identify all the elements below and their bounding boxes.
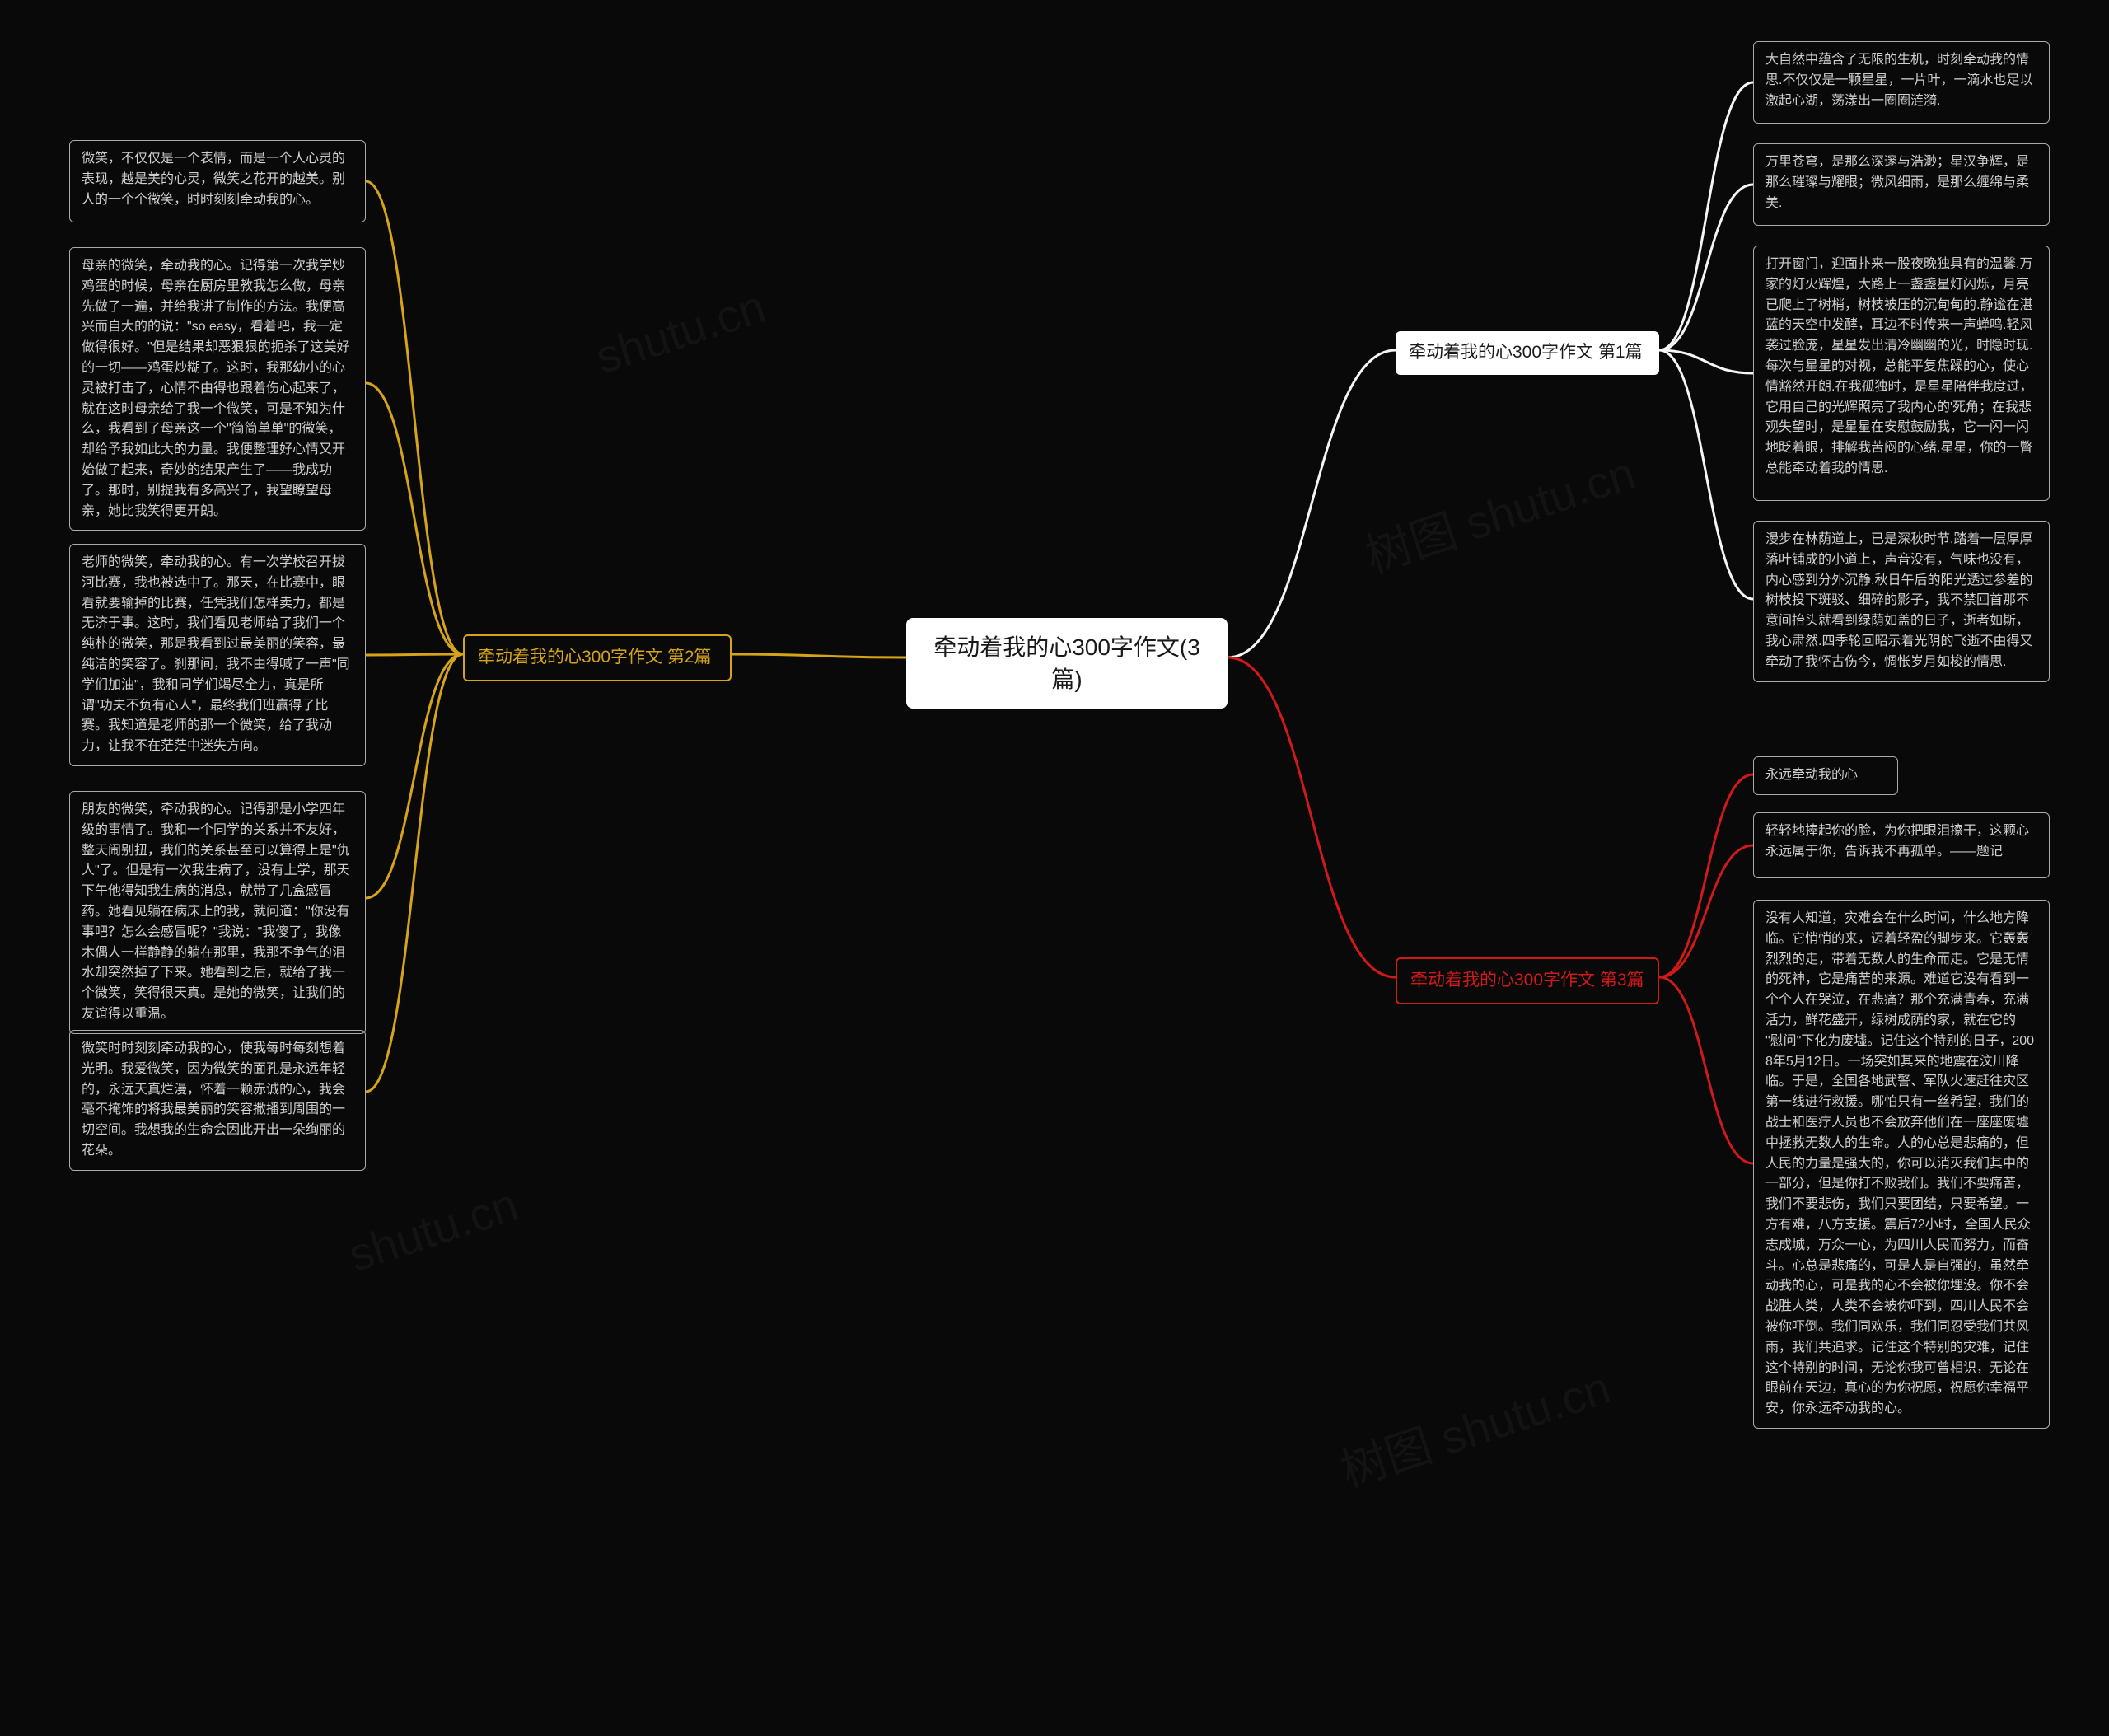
leaf-p1l3[interactable]: 打开窗门，迎面扑来一股夜晚独具有的温馨.万家的灯火辉煌，大路上一盏盏星灯闪烁，月… <box>1753 246 2050 501</box>
leaf-p2l5[interactable]: 微笑时时刻刻牵动我的心，使我每时每刻想着光明。我爱微笑，因为微笑的面孔是永远年轻… <box>69 1030 366 1171</box>
branch-title-p3[interactable]: 牵动着我的心300字作文 第3篇 <box>1396 957 1659 1004</box>
watermark: 树图 shutu.cn <box>1356 437 1643 587</box>
mindmap-canvas: 牵动着我的心300字作文(3篇) 牵动着我的心300字作文 第1篇 大自然中蕴含了无… <box>0 0 2109 1736</box>
center-node[interactable]: 牵动着我的心300字作文(3篇) <box>906 618 1228 709</box>
leaf-p1l4[interactable]: 漫步在林荫道上，已是深秋时节.踏着一层厚厚落叶铺成的小道上，声音没有，气味也没有… <box>1753 521 2050 682</box>
branch-title-p1[interactable]: 牵动着我的心300字作文 第1篇 <box>1396 331 1659 375</box>
leaf-p1l2[interactable]: 万里苍穹，是那么深邃与浩渺；星汉争辉，是那么璀璨与耀眼；微风细雨，是那么缠绵与柔… <box>1753 143 2050 226</box>
leaf-p1l1[interactable]: 大自然中蕴含了无限的生机，时刻牵动我的情思.不仅仅是一颗星星，一片叶，一滴水也足… <box>1753 41 2050 124</box>
leaf-p2l1[interactable]: 微笑，不仅仅是一个表情，而是一个人心灵的表现，越是美的心灵，微笑之花开的越美。别… <box>69 140 366 222</box>
leaf-p2l2[interactable]: 母亲的微笑，牵动我的心。记得第一次我学炒鸡蛋的时候，母亲在厨房里教我怎么做，母亲… <box>69 247 366 531</box>
leaf-p3l2[interactable]: 轻轻地捧起你的脸，为你把眼泪擦干，这颗心永远属于你，告诉我不再孤单。——题记 <box>1753 812 2050 878</box>
branch-title-p2[interactable]: 牵动着我的心300字作文 第2篇 <box>463 634 732 681</box>
watermark: shutu.cn <box>342 1177 524 1282</box>
leaf-p2l4[interactable]: 朋友的微笑，牵动我的心。记得那是小学四年级的事情了。我和一个同学的关系并不友好，… <box>69 791 366 1034</box>
watermark: 树图 shutu.cn <box>1331 1351 1618 1501</box>
leaf-p3l3[interactable]: 没有人知道，灾难会在什么时间，什么地方降临。它悄悄的来，迈着轻盈的脚步来。它轰轰… <box>1753 900 2050 1429</box>
leaf-p2l3[interactable]: 老师的微笑，牵动我的心。有一次学校召开拔河比赛，我也被选中了。那天，在比赛中，眼… <box>69 544 366 766</box>
watermark: shutu.cn <box>589 279 771 384</box>
leaf-p3l1[interactable]: 永远牵动我的心 <box>1753 756 1898 795</box>
